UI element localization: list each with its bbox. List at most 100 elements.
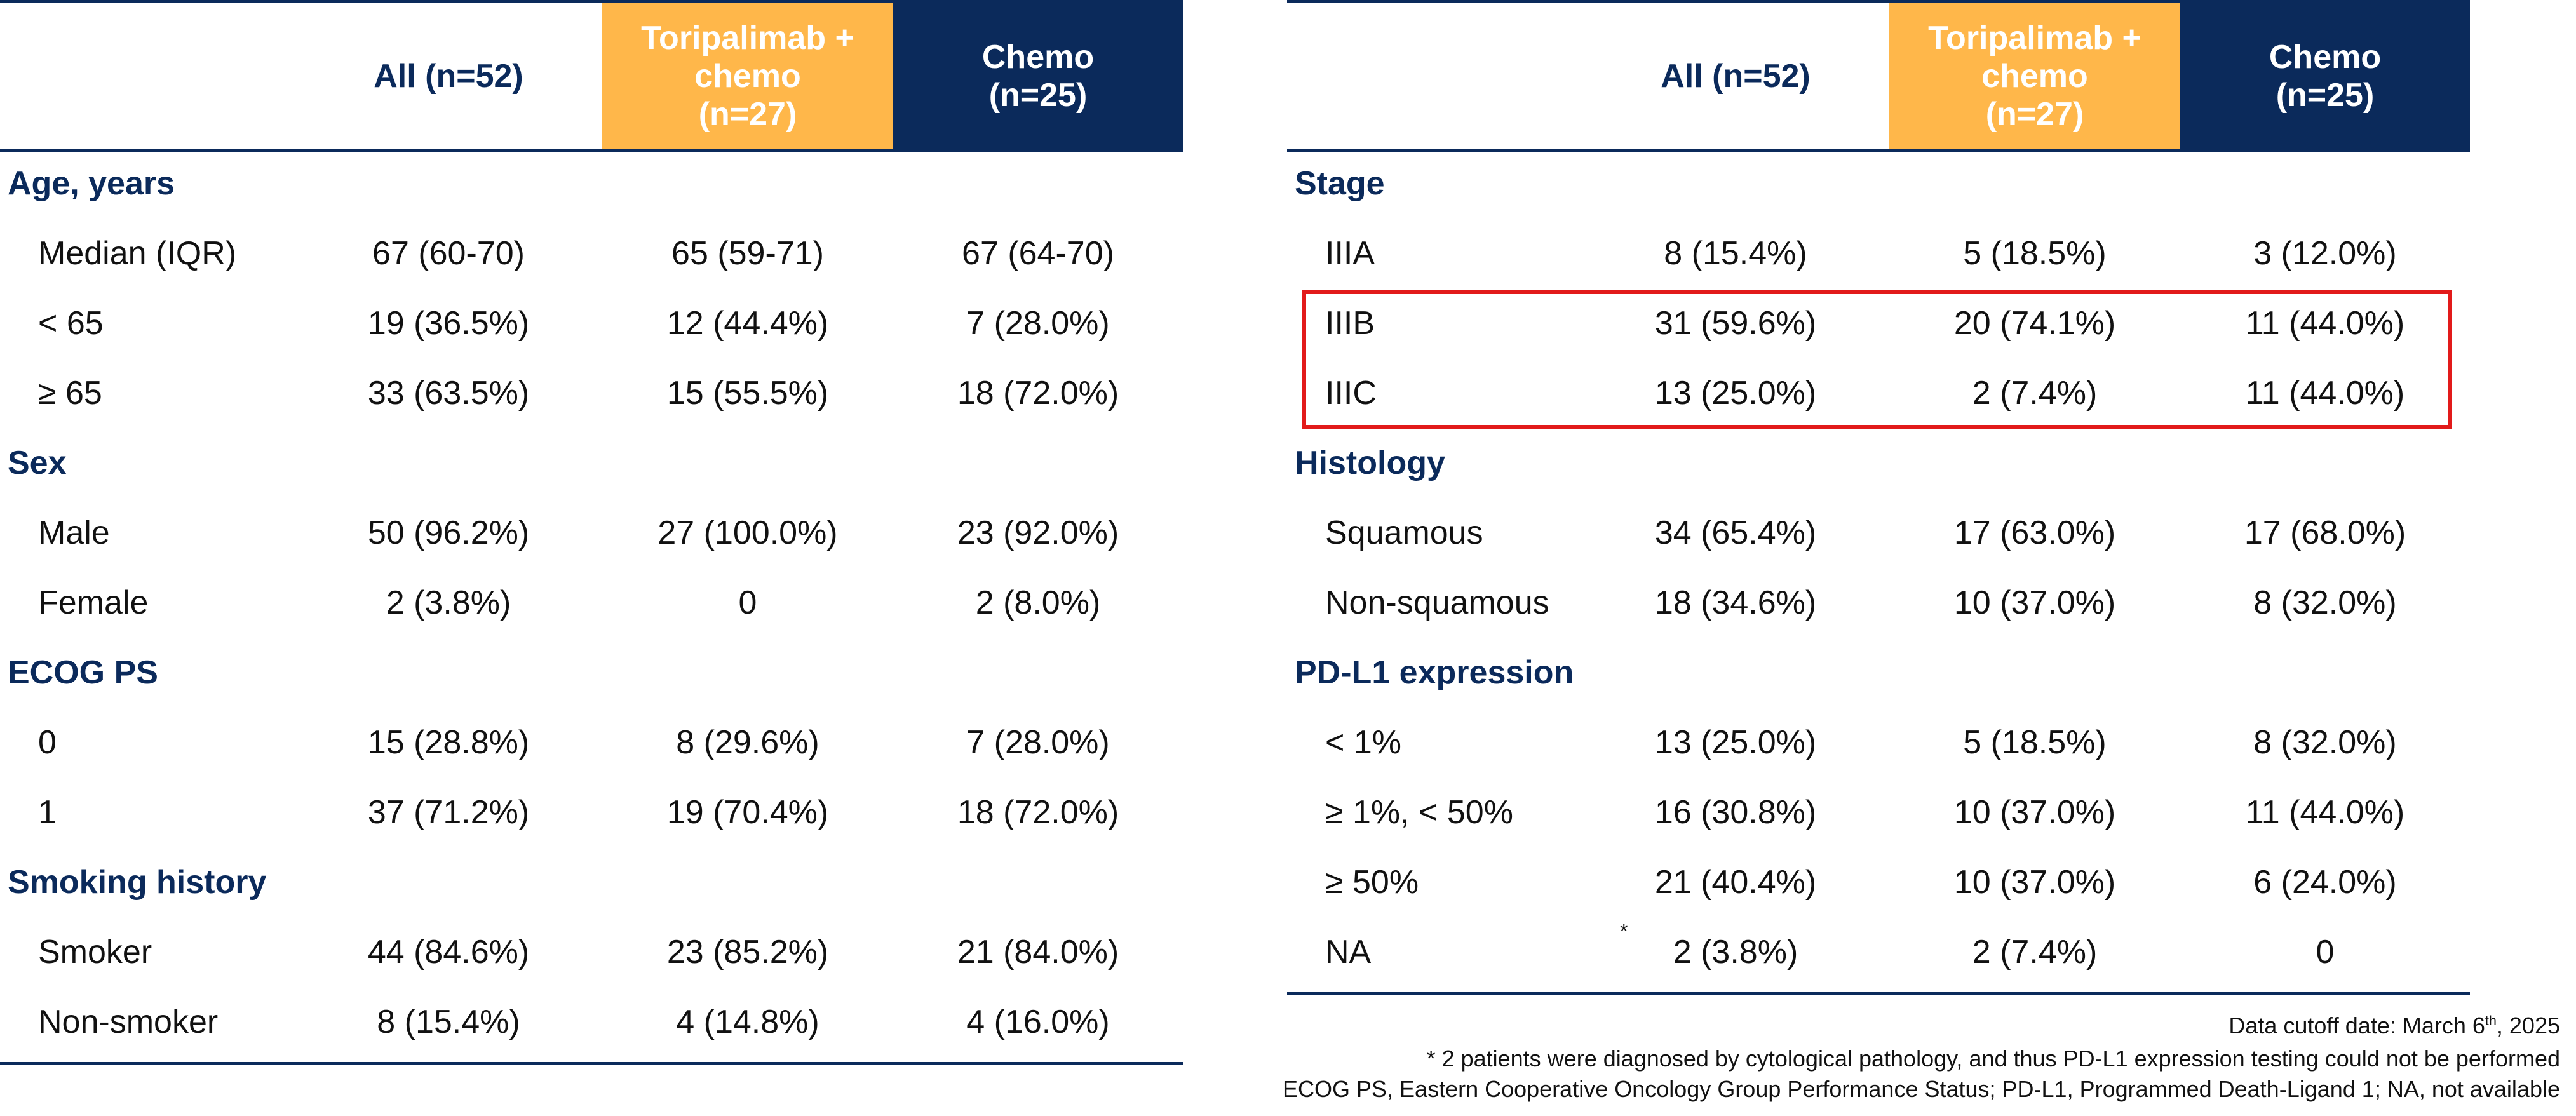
row-label: Squamous	[1325, 514, 1483, 551]
value-all: 50 (96.2%)	[367, 514, 530, 551]
value-chemo: 21 (84.0%)	[957, 934, 1119, 971]
value-all: 31 (59.6%)	[1654, 305, 1817, 342]
value-chemo: 7 (28.0%)	[966, 724, 1110, 761]
value-chemo: 4 (16.0%)	[966, 1004, 1110, 1040]
value-chemo: 2 (8.0%)	[975, 584, 1101, 621]
value-all: 13 (25.0%)	[1654, 724, 1817, 761]
value-toripalimab-chemo: 10 (37.0%)	[1953, 584, 2116, 621]
table-row: Female 2 (3.8%) 0 2 (8.0%)	[0, 568, 1183, 638]
row-label: 0	[38, 724, 57, 761]
table-row: 0 15 (28.8%) 8 (29.6%) 7 (28.0%)	[0, 708, 1183, 777]
header-chemo: Chemo (n=25)	[2180, 3, 2470, 149]
value-all: 21 (40.4%)	[1654, 864, 1817, 901]
value-all: 15 (28.8%)	[367, 724, 530, 761]
header-toripalimab-chemo: Toripalimab + chemo (n=27)	[1889, 3, 2180, 149]
value-chemo: 11 (44.0%)	[2245, 305, 2405, 342]
header-toripalimab-chemo: Toripalimab + chemo (n=27)	[602, 3, 893, 149]
footnote-cytology: * 2 patients were diagnosed by cytologic…	[1426, 1045, 2560, 1072]
table-row: Smoker 44 (84.6%) 23 (85.2%) 21 (84.0%)	[0, 917, 1183, 987]
category-label: Histology	[1295, 445, 1445, 481]
table-bottom-rule	[0, 1062, 1183, 1065]
row-label: ≥ 1%, < 50%	[1325, 794, 1513, 831]
value-toripalimab-chemo: 5 (18.5%)	[1963, 235, 2107, 272]
value-toripalimab-chemo: 15 (55.5%)	[666, 375, 829, 412]
data-cutoff-note: Data cutoff date: March 6th, 2025	[2229, 1012, 2560, 1039]
category-row: Age, years	[0, 149, 1183, 218]
table-row: Median (IQR) 67 (60-70) 65 (59-71) 67 (64-7…	[0, 218, 1183, 288]
table-row: 1 37 (71.2%) 19 (70.4%) 18 (72.0%)	[0, 777, 1183, 847]
category-label: PD-L1 expression	[1295, 654, 1574, 691]
category-label: Smoking history	[8, 864, 267, 901]
value-all: 8 (15.4%)	[377, 1004, 520, 1040]
table-row: < 1% 13 (25.0%) 5 (18.5%) 8 (32.0%)	[1287, 708, 2470, 777]
value-all: 34 (65.4%)	[1654, 514, 1817, 551]
value-chemo: 7 (28.0%)	[966, 305, 1110, 342]
value-toripalimab-chemo: 0	[738, 584, 757, 621]
table-row: Non-squamous 18 (34.6%) 10 (37.0%) 8 (32.0%…	[1287, 568, 2470, 638]
category-row: Smoking history	[0, 847, 1183, 917]
footnote-abbreviations: ECOG PS, Eastern Cooperative Oncology Gr…	[1283, 1076, 2560, 1102]
value-toripalimab-chemo: 4 (14.8%)	[676, 1004, 819, 1040]
table-row: ≥ 50% 21 (40.4%) 10 (37.0%) 6 (24.0%)	[1287, 847, 2470, 917]
value-chemo: 11 (44.0%)	[2245, 375, 2405, 412]
category-label: Stage	[1295, 165, 1385, 202]
category-label: ECOG PS	[8, 654, 158, 691]
value-all: 19 (36.5%)	[367, 305, 530, 342]
table-row: ≥ 1%, < 50% 16 (30.8%) 10 (37.0%) 11 (44.0%…	[1287, 777, 2470, 847]
table-row: IIIB 31 (59.6%) 20 (74.1%) 11 (44.0%)	[1287, 288, 2470, 358]
category-row: Stage	[1287, 149, 2470, 218]
value-toripalimab-chemo: 10 (37.0%)	[1953, 864, 2116, 901]
value-all: 8 (15.4%)	[1664, 235, 1807, 272]
category-label: Sex	[8, 445, 67, 481]
row-label: Non-smoker	[38, 1004, 219, 1040]
value-all: 37 (71.2%)	[367, 794, 530, 831]
value-toripalimab-chemo: 2 (7.4%)	[1972, 934, 2098, 971]
table-row: NA * 2 (3.8%) 2 (7.4%) 0	[1287, 917, 2470, 987]
value-toripalimab-chemo: 19 (70.4%)	[666, 794, 829, 831]
table-row: Non-smoker 8 (15.4%) 4 (14.8%) 4 (16.0%)	[0, 987, 1183, 1057]
row-label: Median (IQR)	[38, 235, 237, 272]
value-toripalimab-chemo: 10 (37.0%)	[1953, 794, 2116, 831]
value-chemo: 11 (44.0%)	[2245, 794, 2405, 831]
row-label: IIIA	[1325, 235, 1375, 272]
table-row: Male 50 (96.2%) 27 (100.0%) 23 (92.0%)	[0, 498, 1183, 568]
row-label: NA	[1325, 934, 1372, 971]
value-chemo: 67 (64-70)	[962, 235, 1114, 272]
category-label: Age, years	[8, 165, 175, 202]
value-chemo: 6 (24.0%)	[2253, 864, 2397, 901]
value-all: 16 (30.8%)	[1654, 794, 1817, 831]
header-all: All (n=52)	[1661, 57, 1811, 95]
table-row: IIIC 13 (25.0%) 2 (7.4%) 11 (44.0%)	[1287, 358, 2470, 428]
row-label: IIIC	[1325, 375, 1377, 412]
category-row: Sex	[0, 428, 1183, 498]
table-header: All (n=52) Toripalimab + chemo (n=27) Chem…	[1287, 0, 2470, 152]
table-row: IIIA 8 (15.4%) 5 (18.5%) 3 (12.0%)	[1287, 218, 2470, 288]
value-chemo: 17 (68.0%)	[2244, 514, 2406, 551]
value-toripalimab-chemo: 65 (59-71)	[671, 235, 824, 272]
table-row: ≥ 65 33 (63.5%) 15 (55.5%) 18 (72.0%)	[0, 358, 1183, 428]
table-row: Squamous 34 (65.4%) 17 (63.0%) 17 (68.0%)	[1287, 498, 2470, 568]
value-all: 2 (3.8%)	[386, 584, 511, 621]
value-toripalimab-chemo: 17 (63.0%)	[1953, 514, 2116, 551]
table-bottom-rule	[1287, 992, 2470, 995]
value-toripalimab-chemo: 23 (85.2%)	[666, 934, 829, 971]
value-all: 13 (25.0%)	[1654, 375, 1817, 412]
stage-highlight-box	[1302, 290, 2452, 429]
value-all: 18 (34.6%)	[1654, 584, 1817, 621]
row-label: Female	[38, 584, 149, 621]
category-row: Histology	[1287, 428, 2470, 498]
value-all: 2 (3.8%)	[1673, 934, 1798, 971]
row-label: ≥ 65	[38, 375, 102, 412]
row-label: 1	[38, 794, 57, 831]
category-row: ECOG PS	[0, 638, 1183, 708]
value-all: 33 (63.5%)	[367, 375, 530, 412]
row-label: IIIB	[1325, 305, 1375, 342]
table-row: < 65 19 (36.5%) 12 (44.4%) 7 (28.0%)	[0, 288, 1183, 358]
value-chemo: 3 (12.0%)	[2253, 235, 2397, 272]
row-label: < 65	[38, 305, 104, 342]
header-chemo: Chemo (n=25)	[893, 3, 1183, 149]
row-label: < 1%	[1325, 724, 1401, 761]
value-chemo: 0	[2316, 934, 2335, 971]
value-toripalimab-chemo: 20 (74.1%)	[1953, 305, 2116, 342]
table-header: All (n=52) Toripalimab + chemo (n=27) Chem…	[0, 0, 1183, 152]
